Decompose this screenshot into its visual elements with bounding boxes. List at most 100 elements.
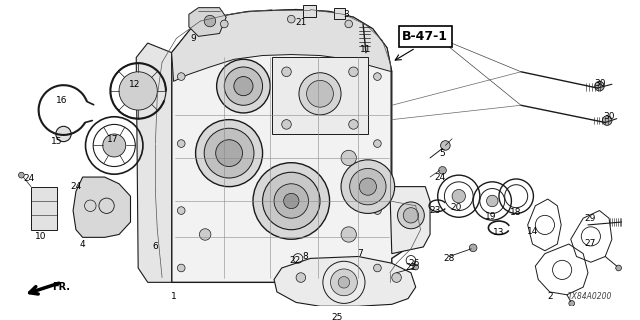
Circle shape xyxy=(374,207,381,214)
Circle shape xyxy=(19,172,24,178)
Text: 24: 24 xyxy=(70,182,81,191)
Circle shape xyxy=(595,81,604,91)
Circle shape xyxy=(403,208,419,223)
Polygon shape xyxy=(189,8,226,36)
Circle shape xyxy=(262,172,320,230)
Text: 4: 4 xyxy=(80,240,86,249)
Circle shape xyxy=(392,273,401,282)
Text: 5: 5 xyxy=(440,148,445,158)
Text: 12: 12 xyxy=(129,80,140,89)
Circle shape xyxy=(452,189,465,203)
Circle shape xyxy=(349,67,358,76)
Polygon shape xyxy=(31,187,57,230)
Polygon shape xyxy=(274,257,416,306)
Circle shape xyxy=(602,116,612,125)
Polygon shape xyxy=(303,5,316,17)
Circle shape xyxy=(330,269,357,296)
Text: 22: 22 xyxy=(289,256,301,265)
Circle shape xyxy=(204,128,254,178)
Text: 18: 18 xyxy=(511,208,522,217)
Circle shape xyxy=(234,76,253,96)
Text: 22: 22 xyxy=(405,263,417,272)
Circle shape xyxy=(397,202,424,229)
Text: B-47-1: B-47-1 xyxy=(403,30,448,43)
Polygon shape xyxy=(172,10,392,81)
Text: 9: 9 xyxy=(191,34,196,43)
Circle shape xyxy=(440,141,450,150)
Circle shape xyxy=(177,207,185,214)
Text: 19: 19 xyxy=(484,212,496,221)
Circle shape xyxy=(307,80,333,107)
Polygon shape xyxy=(172,10,425,282)
Text: 14: 14 xyxy=(527,227,538,236)
Circle shape xyxy=(438,166,446,174)
Text: 23: 23 xyxy=(429,206,440,215)
Circle shape xyxy=(177,140,185,148)
Text: 16: 16 xyxy=(56,96,67,105)
Circle shape xyxy=(282,120,291,129)
Polygon shape xyxy=(334,8,345,19)
Circle shape xyxy=(413,264,419,270)
Text: 28: 28 xyxy=(444,254,455,263)
Text: 10: 10 xyxy=(35,232,46,241)
Circle shape xyxy=(341,150,356,165)
Circle shape xyxy=(469,244,477,252)
Circle shape xyxy=(338,276,349,288)
Circle shape xyxy=(119,72,157,110)
Circle shape xyxy=(359,178,376,195)
Text: 13: 13 xyxy=(493,228,505,237)
Circle shape xyxy=(220,20,228,28)
Polygon shape xyxy=(136,43,172,282)
Circle shape xyxy=(200,229,211,240)
Circle shape xyxy=(56,126,71,142)
Polygon shape xyxy=(272,57,368,134)
Text: 17: 17 xyxy=(107,135,118,144)
Polygon shape xyxy=(390,187,430,254)
Polygon shape xyxy=(73,177,131,237)
Text: 26: 26 xyxy=(408,259,419,268)
Text: 11: 11 xyxy=(360,45,372,54)
Circle shape xyxy=(196,120,262,187)
Circle shape xyxy=(216,59,270,113)
Text: 21: 21 xyxy=(295,18,307,27)
Text: 27: 27 xyxy=(584,239,596,248)
Circle shape xyxy=(177,73,185,80)
Circle shape xyxy=(253,163,330,239)
Circle shape xyxy=(341,160,395,213)
Circle shape xyxy=(374,140,381,148)
Circle shape xyxy=(284,193,299,209)
Circle shape xyxy=(274,184,308,218)
Text: 1: 1 xyxy=(171,292,177,301)
Text: 2: 2 xyxy=(547,292,552,301)
Text: 6: 6 xyxy=(152,243,158,252)
Text: TX84A0200: TX84A0200 xyxy=(568,292,612,301)
Circle shape xyxy=(287,15,295,23)
Text: 24: 24 xyxy=(434,172,445,181)
Circle shape xyxy=(349,168,386,205)
Circle shape xyxy=(299,73,341,115)
Circle shape xyxy=(224,67,262,105)
Circle shape xyxy=(345,20,353,28)
Text: 15: 15 xyxy=(51,137,63,146)
Text: 25: 25 xyxy=(332,313,343,320)
Text: 29: 29 xyxy=(584,214,596,223)
Text: 3: 3 xyxy=(343,10,349,19)
Text: 8: 8 xyxy=(303,252,308,261)
Text: 24: 24 xyxy=(24,173,35,182)
Circle shape xyxy=(341,227,356,242)
Circle shape xyxy=(103,134,125,157)
Circle shape xyxy=(616,265,621,271)
Text: FR.: FR. xyxy=(52,282,70,292)
Circle shape xyxy=(374,264,381,272)
Text: 30: 30 xyxy=(604,112,615,121)
Circle shape xyxy=(486,195,498,207)
Circle shape xyxy=(349,120,358,129)
Text: 20: 20 xyxy=(450,203,461,212)
Circle shape xyxy=(216,140,243,166)
Text: 7: 7 xyxy=(357,249,363,258)
Circle shape xyxy=(569,300,575,306)
Circle shape xyxy=(374,73,381,80)
Circle shape xyxy=(177,264,185,272)
Circle shape xyxy=(282,67,291,76)
Text: 30: 30 xyxy=(595,79,606,88)
